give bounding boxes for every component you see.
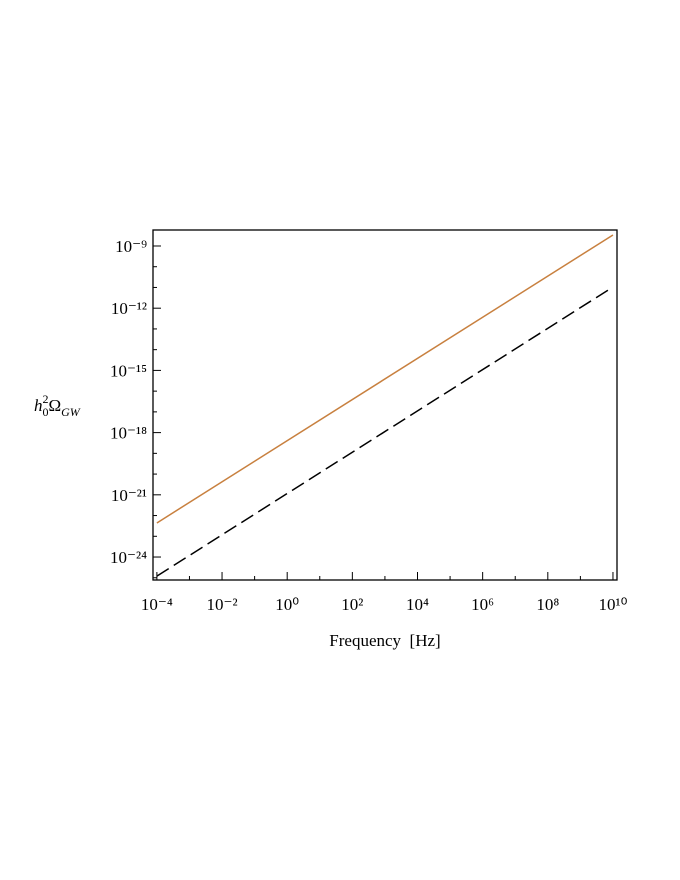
y-tick-label: 10⁻²⁴ [110,548,147,567]
y-tick-label: 10⁻¹⁵ [110,361,147,380]
x-tick-label: 10⁴ [406,595,429,614]
y-tick-label: 10⁻¹⁸ [110,424,147,443]
y-label-part: GW [61,405,81,419]
y-tick-label: 10⁻⁹ [115,237,147,256]
y-tick-label: 10⁻¹² [111,299,147,318]
y-label-part: h [34,396,43,415]
series-line [156,286,614,577]
y-label-part: Ω [49,396,62,415]
y-label-part: 0 [43,405,49,419]
series-line [156,234,614,524]
x-tick-label: 10⁻² [206,595,237,614]
y-label-part: 2 [43,392,49,406]
x-axis-label: Frequency [Hz] [329,631,440,650]
x-tick-label: 10² [341,595,363,614]
x-tick-label: 10¹⁰ [599,595,628,614]
x-tick-label: 10⁸ [536,595,559,614]
y-axis-label: h02ΩGW [34,392,81,419]
x-tick-label: 10⁶ [471,595,494,614]
plot-frame [152,229,618,581]
x-tick-label: 10⁰ [275,595,299,614]
x-tick-label: 10⁻⁴ [141,595,173,614]
y-tick-label: 10⁻²¹ [111,486,147,505]
